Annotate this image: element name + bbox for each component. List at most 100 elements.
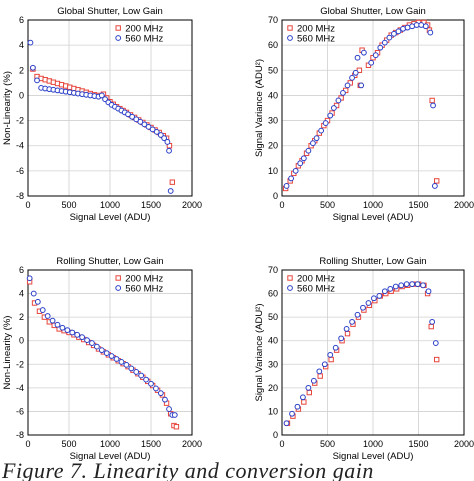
data-point-circle [141, 121, 148, 128]
y-tick-label: -4 [16, 141, 24, 151]
legend-marker-square [287, 275, 293, 281]
data-point-circle [305, 147, 312, 154]
data-point-circle [44, 313, 51, 319]
data-point-circle [344, 82, 351, 89]
data-point-circle [153, 128, 160, 135]
x-tick-label: 0 [279, 439, 284, 449]
data-point-circle [143, 376, 149, 383]
data-point-circle [387, 285, 394, 292]
legend-label: 200 MHz [297, 274, 335, 285]
data-point-circle [30, 64, 36, 71]
data-point-circle [330, 105, 337, 111]
data-point-circle [321, 361, 328, 368]
data-point-circle [162, 396, 168, 403]
plot-frame [281, 19, 465, 197]
y-tick-label: 0 [273, 191, 278, 201]
data-point-circle [292, 167, 299, 174]
x-axis-label: Signal Level (ADU) [333, 212, 414, 223]
data-point-circle [365, 300, 372, 306]
x-tick-label: 0 [25, 439, 30, 449]
data-point-square [306, 389, 313, 396]
x-tick-label: 2000 [454, 439, 474, 449]
data-point-circle [30, 290, 37, 297]
data-point-circle [49, 317, 56, 324]
data-point-circle [145, 123, 152, 130]
data-point-circle [161, 135, 168, 142]
data-point-circle [89, 340, 95, 346]
data-point-square [429, 97, 435, 104]
series-560mhz [283, 281, 439, 427]
data-point-circle [327, 112, 334, 119]
chart-title: Rolling Shutter, Low Gain [56, 256, 163, 267]
x-tick-label: 500 [320, 200, 335, 210]
legend-marker-circle [287, 35, 293, 41]
figure-caption: Figure 7. Linearity and conversion gain [2, 458, 374, 481]
y-tick-label: 2 [19, 312, 24, 322]
y-tick-label: 10 [268, 166, 278, 176]
y-tick-label: 50 [268, 312, 278, 322]
data-point-circle [79, 334, 86, 341]
y-tick-label: -8 [16, 430, 24, 440]
data-point-circle [381, 288, 388, 295]
legend-label: 560 MHz [297, 34, 335, 45]
data-point-circle [349, 74, 355, 81]
x-tick-label: 1500 [141, 439, 161, 449]
y-tick-label: 60 [268, 289, 278, 299]
plot-frame [27, 19, 193, 197]
data-point-circle [34, 298, 41, 305]
x-tick-label: 1000 [363, 200, 383, 210]
data-point-square [328, 356, 334, 363]
data-point-square [317, 373, 323, 379]
chart-panel-3: 0 500 1000 1500 2000 -8 -6 -4 -2 0 2 4 6 Rolling Shut… [2, 256, 202, 462]
data-point-circle [313, 135, 320, 142]
legend-label: 560 MHz [125, 34, 163, 45]
x-tick-label: 500 [61, 200, 76, 210]
y-tick-label: 70 [268, 15, 278, 25]
data-point-circle [414, 281, 421, 288]
data-point-circle [372, 52, 379, 59]
data-point-circle [431, 183, 438, 189]
data-point-circle [34, 77, 40, 84]
y-tick-label: -8 [16, 191, 24, 201]
data-point-circle [318, 127, 325, 134]
data-point-circle [400, 25, 406, 32]
data-point-circle [409, 281, 416, 288]
y-tick-label: 4 [19, 40, 24, 50]
y-tick-label: 30 [268, 359, 278, 369]
legend-label: 560 MHz [125, 284, 163, 295]
y-tick-label: 0 [19, 336, 24, 346]
data-point-circle [371, 295, 377, 302]
y-tick-label: -6 [16, 166, 24, 176]
data-point-circle [149, 126, 156, 133]
y-tick-label: 40 [268, 90, 278, 100]
data-point-circle [327, 351, 334, 358]
data-point-circle [157, 390, 164, 397]
legend-label: 560 MHz [297, 284, 335, 295]
data-point-circle [133, 116, 140, 123]
data-point-circle [166, 147, 172, 154]
x-tick-label: 1000 [363, 439, 383, 449]
data-point-circle [123, 361, 130, 368]
y-tick-label: 6 [19, 265, 24, 275]
data-point-circle [166, 406, 172, 412]
legend-marker-square [287, 25, 293, 31]
y-axis-label: Non-Linearity (%) [2, 316, 13, 390]
legend-marker-square [115, 25, 121, 31]
data-point-circle [343, 326, 350, 332]
legend-marker-circle [287, 285, 293, 291]
data-point-circle [167, 188, 174, 194]
data-point-circle [349, 318, 355, 325]
series-560mhz [283, 22, 438, 189]
data-point-circle [381, 39, 388, 46]
data-point-circle [392, 283, 399, 290]
series-200mhz [30, 66, 176, 185]
chart-title: Rolling Shutter, Low Gain [319, 256, 426, 267]
data-point-square [434, 356, 440, 363]
data-point-square [428, 323, 434, 330]
series-200mhz [26, 279, 180, 430]
data-point-circle [429, 318, 436, 325]
data-point-circle [74, 331, 81, 338]
